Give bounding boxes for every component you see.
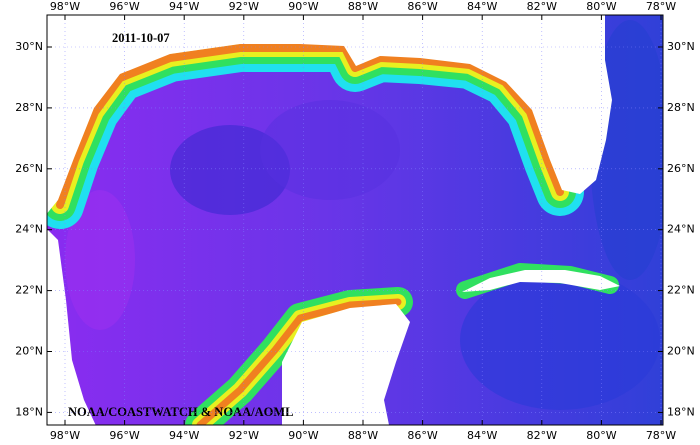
- lon-label: 94°W: [169, 0, 199, 13]
- lon-label: 88°W: [348, 429, 378, 442]
- lat-label: 30°N: [15, 40, 43, 53]
- ocean-patch: [460, 270, 660, 410]
- lon-label: 82°W: [527, 0, 557, 13]
- ocean-patch: [170, 125, 290, 215]
- lat-label: 26°N: [667, 162, 695, 175]
- land-north: [47, 15, 612, 214]
- lon-label: 98°W: [50, 429, 80, 442]
- lon-label: 98°W: [50, 0, 80, 13]
- lon-label: 80°W: [586, 429, 616, 442]
- lon-label: 90°W: [288, 0, 318, 13]
- credit: NOAA/COASTWATCH & NOAA/AOML: [68, 405, 293, 419]
- land-south: [282, 304, 410, 425]
- lon-label: 88°W: [348, 0, 378, 13]
- lon-label: 82°W: [527, 429, 557, 442]
- lon-label: 92°W: [229, 429, 259, 442]
- land-island: [462, 270, 620, 292]
- map-image: [47, 15, 663, 425]
- map-frame: [46, 14, 664, 426]
- ocean-patch: [65, 190, 135, 330]
- lon-label: 78°W: [646, 429, 676, 442]
- coastal-band: [196, 298, 402, 425]
- lat-label: 24°N: [667, 223, 695, 236]
- lat-label: 28°N: [667, 101, 695, 114]
- coastal-band: [56, 44, 564, 209]
- lon-label: 90°W: [288, 429, 318, 442]
- lon-label: 78°W: [646, 0, 676, 13]
- lon-label: 94°W: [169, 429, 199, 442]
- lat-label: 18°N: [667, 405, 695, 418]
- lat-label: 20°N: [15, 345, 43, 358]
- lon-label: 84°W: [467, 0, 497, 13]
- lon-label: 96°W: [109, 429, 139, 442]
- lon-label: 96°W: [109, 0, 139, 13]
- lon-label: 86°W: [407, 429, 437, 442]
- lat-label: 28°N: [15, 101, 43, 114]
- lat-label: 24°N: [15, 223, 43, 236]
- lat-label: 30°N: [667, 40, 695, 53]
- land: [47, 15, 620, 425]
- lon-label: 86°W: [407, 0, 437, 13]
- lon-label: 92°W: [229, 0, 259, 13]
- lat-label: 20°N: [667, 345, 695, 358]
- lat-label: 22°N: [15, 284, 43, 297]
- ocean-patch: [260, 100, 400, 200]
- lon-label: 84°W: [467, 429, 497, 442]
- lat-label: 22°N: [667, 284, 695, 297]
- lon-label: 80°W: [586, 0, 616, 13]
- lat-label: 26°N: [15, 162, 43, 175]
- lat-label: 18°N: [15, 405, 43, 418]
- date-stamp: 2011-10-07: [112, 31, 170, 45]
- land-west: [47, 229, 96, 425]
